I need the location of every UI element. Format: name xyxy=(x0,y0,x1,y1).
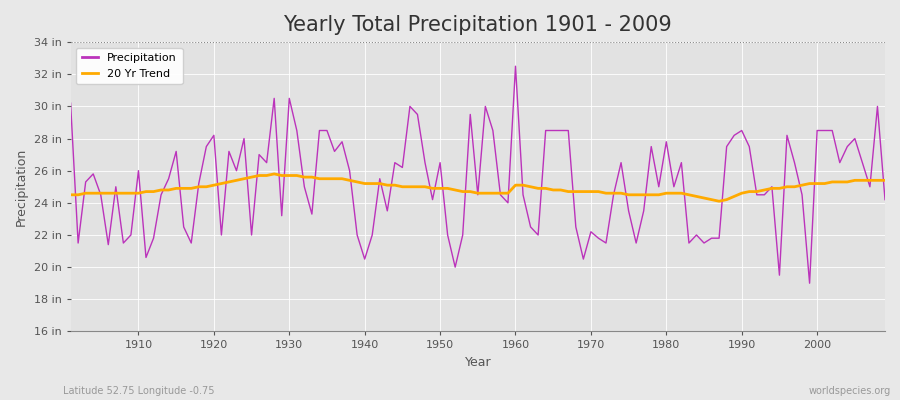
Legend: Precipitation, 20 Yr Trend: Precipitation, 20 Yr Trend xyxy=(76,48,183,84)
Title: Yearly Total Precipitation 1901 - 2009: Yearly Total Precipitation 1901 - 2009 xyxy=(284,15,672,35)
Text: Latitude 52.75 Longitude -0.75: Latitude 52.75 Longitude -0.75 xyxy=(63,386,214,396)
X-axis label: Year: Year xyxy=(464,356,491,369)
Text: worldspecies.org: worldspecies.org xyxy=(809,386,891,396)
Y-axis label: Precipitation: Precipitation xyxy=(15,148,28,226)
